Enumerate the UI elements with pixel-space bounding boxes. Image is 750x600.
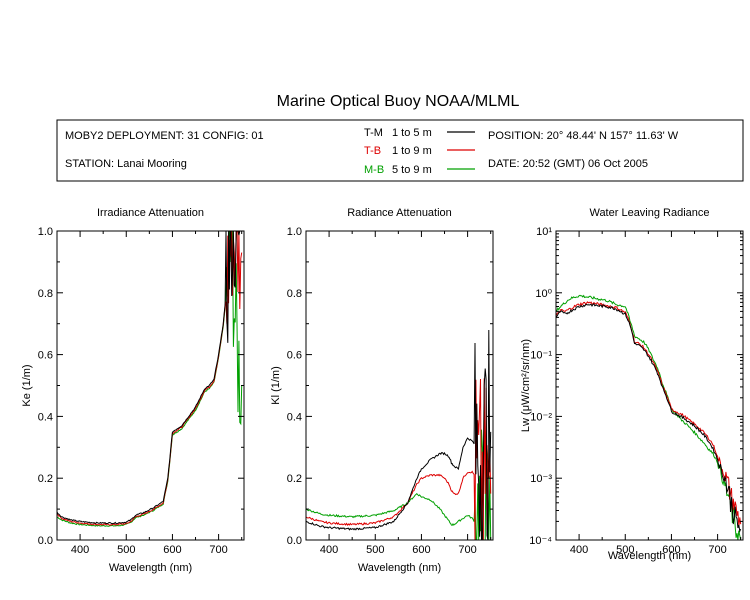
y-tick-label: 10⁻⁴	[529, 535, 552, 547]
station-label: STATION: Lanai Mooring	[65, 158, 187, 170]
y-axis-label: Kl (1/m)	[270, 366, 282, 405]
series-line-m-b	[556, 294, 742, 540]
deployment-label: MOBY2 DEPLOYMENT: 31 CONFIG: 01	[65, 130, 264, 142]
y-tick-label: 0.0	[287, 535, 302, 547]
chart-title: Radiance Attenuation	[347, 207, 452, 219]
x-axis-label: Wavelength (nm)	[358, 562, 441, 574]
date-label: DATE: 20:52 (GMT) 06 Oct 2005	[488, 158, 648, 170]
x-tick-label: 500	[117, 544, 135, 556]
legend-range: 1 to 5 m	[392, 127, 432, 139]
x-tick-label: 600	[163, 544, 181, 556]
x-tick-label: 500	[366, 544, 384, 556]
info-box: MOBY2 DEPLOYMENT: 31 CONFIG: 01 STATION:…	[56, 119, 744, 182]
series-line-t-b	[57, 231, 243, 526]
y-tick-label: 0.4	[38, 411, 53, 423]
position-label: POSITION: 20° 48.44' N 157° 11.63' W	[488, 130, 679, 142]
y-tick-label: 0.2	[38, 473, 53, 485]
y-axis-label: Ke (1/m)	[21, 364, 33, 406]
legend-item-m-b: M-B 5 to 9 m	[364, 164, 475, 176]
info-box-border	[56, 119, 744, 182]
x-tick-label: 400	[570, 544, 588, 556]
y-tick-label: 0.6	[287, 350, 302, 362]
plot-frame	[555, 230, 744, 541]
chart-title: Water Leaving Radiance	[589, 207, 709, 219]
series-line-m-b	[57, 231, 243, 527]
y-axis-label: Lw (μW/cm²/sr/nm)	[520, 339, 532, 432]
legend-code: T-M	[364, 127, 383, 139]
x-tick-label: 400	[320, 544, 338, 556]
x-axis-label: Wavelength (nm)	[608, 550, 691, 562]
chart-title: Irradiance Attenuation	[97, 207, 204, 219]
y-tick-label: 10¹	[536, 226, 552, 238]
series-line-t-b	[556, 301, 742, 527]
series-line-t-m	[57, 231, 242, 525]
y-tick-label: 10⁻²	[530, 411, 552, 423]
y-tick-label: 1.0	[38, 226, 53, 238]
legend-item-t-b: T-B 1 to 9 m	[364, 145, 475, 157]
x-tick-label: 600	[412, 544, 430, 556]
figure-title: Marine Optical Buoy NOAA/MLML	[277, 93, 520, 110]
legend-range: 5 to 9 m	[392, 164, 432, 176]
x-tick-label: 700	[458, 544, 476, 556]
legend-range: 1 to 9 m	[392, 145, 432, 157]
x-tick-label: 700	[209, 544, 227, 556]
y-tick-label: 0.0	[38, 535, 53, 547]
y-tick-label: 0.4	[287, 411, 302, 423]
legend-code: T-B	[364, 145, 381, 157]
series-line-m-b	[306, 429, 492, 540]
x-tick-label: 700	[708, 544, 726, 556]
plot-frame	[305, 230, 494, 541]
chart-panel-2: Radiance Attenuation 400 500 600 700 0.0 0.2 0.…	[270, 207, 494, 574]
legend-code: M-B	[364, 164, 384, 176]
series-line-t-m	[556, 303, 742, 533]
plot-frame	[56, 230, 245, 541]
chart-panel-3: Water Leaving Radiance 400 500 600 700 10⁻⁴ 10…	[520, 207, 744, 562]
series-line-t-b	[306, 378, 492, 540]
y-tick-label: 1.0	[287, 226, 302, 238]
x-tick-label: 600	[662, 544, 680, 556]
legend: T-M 1 to 5 m T-B 1 to 9 m M-B 5 to 9 m	[364, 127, 475, 176]
y-tick-label: 10⁻¹	[530, 350, 552, 362]
legend-item-t-m: T-M 1 to 5 m	[364, 127, 475, 139]
y-tick-label: 0.8	[38, 288, 53, 300]
chart-panel-1: Irradiance Attenuation 400 500 600 700 0.0 0.2…	[21, 207, 245, 574]
y-tick-label: 0.8	[287, 288, 302, 300]
y-tick-label: 10⁰	[535, 288, 552, 300]
series-line-t-m	[306, 329, 492, 540]
x-tick-label: 400	[71, 544, 89, 556]
y-tick-label: 0.6	[38, 350, 53, 362]
y-tick-label: 10⁻³	[530, 473, 552, 485]
y-tick-label: 0.2	[287, 473, 302, 485]
x-axis-label: Wavelength (nm)	[109, 562, 192, 574]
chart-panels: Irradiance Attenuation 400 500 600 700 0.0 0.2…	[21, 207, 744, 574]
x-tick-label: 500	[616, 544, 634, 556]
